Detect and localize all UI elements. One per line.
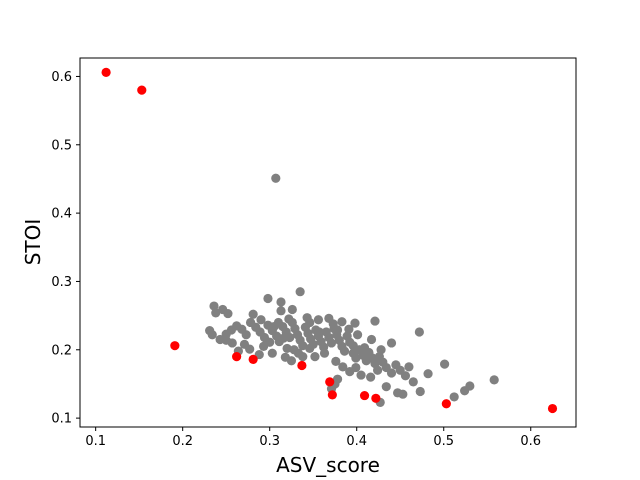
scatter-point [170, 341, 180, 351]
x-axis-label: ASV_score [276, 453, 380, 477]
scatter-point [344, 324, 354, 334]
plot-frame [79, 57, 577, 428]
scatter-point [440, 359, 450, 369]
y-tick-label: 0.5 [51, 138, 72, 153]
x-tick-label: 0.6 [520, 434, 541, 449]
x-tick-label: 0.4 [346, 434, 367, 449]
scatter-point [284, 314, 294, 324]
scatter-point [101, 67, 111, 77]
scatter-point [313, 315, 324, 325]
scatter-point [293, 348, 304, 358]
scatter-point [310, 352, 320, 362]
scatter-point [227, 338, 237, 348]
scatter-point [256, 315, 266, 325]
scatter-point [245, 344, 255, 354]
scatter-point [248, 309, 258, 319]
scatter-point [547, 403, 558, 414]
scatter-point [337, 317, 347, 327]
scatter-point [348, 341, 358, 351]
scatter-point [286, 356, 297, 366]
y-tick-label: 0.4 [51, 207, 72, 222]
y-tick-label: 0.6 [51, 70, 72, 85]
x-tick-label: 0.2 [172, 434, 193, 449]
scatter-point [373, 365, 383, 375]
scatter-point [211, 308, 221, 318]
scatter-point [441, 399, 451, 409]
scatter-point [327, 390, 337, 400]
x-axis-ticks: 0.1 0.2 0.3 0.4 0.5 0.6 [85, 427, 541, 449]
scatter-point [263, 293, 273, 304]
scatter-point [366, 372, 376, 382]
y-tick-label: 0.1 [51, 412, 72, 427]
scatter-point [314, 327, 324, 337]
scatter-point [265, 337, 275, 347]
scatter-point [295, 287, 305, 297]
scatter-point [371, 393, 381, 403]
scatter-point [370, 316, 380, 326]
scatter-point [408, 377, 418, 387]
scatter-point [331, 356, 341, 366]
scatter-point [359, 390, 370, 401]
scatter-point [376, 345, 386, 355]
y-tick-label: 0.2 [51, 343, 72, 358]
scatter-point [267, 348, 277, 358]
scatter-point [400, 371, 411, 381]
scatter-point [338, 362, 348, 372]
scatter-point [241, 330, 251, 340]
x-tick-label: 0.3 [259, 434, 280, 449]
scatter-point [332, 374, 343, 384]
scatter-point [232, 352, 242, 362]
points-layer [101, 67, 558, 414]
scatter-point [326, 338, 337, 348]
scatter-point [414, 327, 424, 337]
scatter-point [356, 370, 366, 380]
scatter-point [223, 308, 233, 319]
scatter-point [398, 389, 408, 399]
x-tick-label: 0.1 [85, 434, 106, 449]
scatter-point [489, 375, 499, 385]
scatter-point [298, 341, 308, 351]
scatter-point [386, 368, 397, 378]
scatter-point [465, 381, 475, 391]
scatter-point [276, 306, 286, 316]
scatter-point [332, 325, 343, 335]
scatter-point [352, 330, 363, 340]
scatter-point [319, 348, 330, 358]
scatter-point [271, 173, 281, 183]
scatter-point [137, 85, 147, 95]
scatter-point [339, 346, 350, 356]
scatter-point [305, 317, 315, 328]
scatter-point [297, 360, 307, 371]
scatter-point [279, 333, 289, 343]
y-axis-ticks: 0.1 0.2 0.3 0.4 0.5 0.6 [51, 70, 80, 427]
x-tick-label: 0.5 [433, 434, 454, 449]
scatter-point [207, 330, 217, 340]
scatter-point [366, 334, 377, 345]
scatter-point [305, 343, 315, 354]
scatter-point [276, 297, 286, 307]
y-axis-label: STOI [21, 219, 45, 266]
scatter-point [282, 343, 292, 354]
scatter-point [359, 343, 370, 353]
scatter-point [449, 392, 459, 402]
scatter-point [273, 317, 283, 328]
scatter-point [415, 386, 425, 397]
scatter-point [423, 369, 433, 379]
scatter-point [325, 377, 335, 387]
scatter-point [404, 362, 414, 372]
y-tick-label: 0.3 [51, 275, 72, 290]
scatter-point [350, 318, 360, 328]
scatter-point [386, 338, 397, 348]
scatter-point [351, 362, 361, 373]
scatter-point [351, 353, 361, 363]
scatter-point [248, 354, 258, 364]
scatter-point [287, 304, 297, 315]
scatter-point [381, 382, 391, 392]
